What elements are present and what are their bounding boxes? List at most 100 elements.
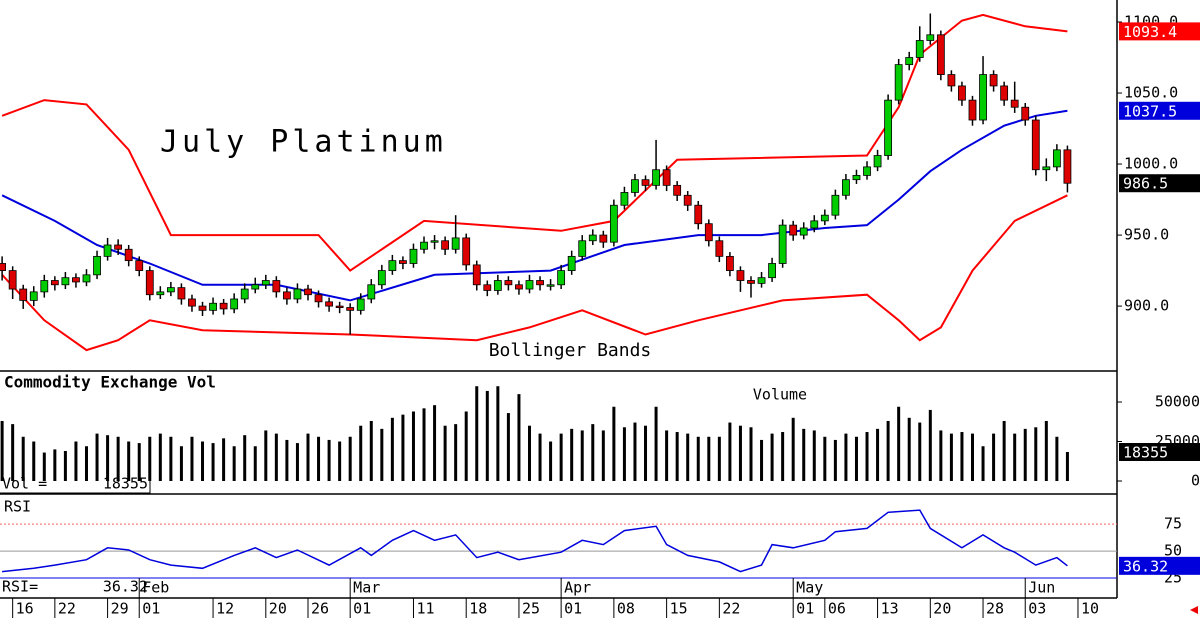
volume-bar — [274, 433, 278, 481]
volume-bar — [549, 441, 553, 481]
candle-body — [156, 291, 165, 296]
candle-body — [314, 294, 323, 303]
candle-body — [842, 179, 850, 196]
volume-bar — [264, 430, 268, 481]
candle-body — [789, 224, 798, 236]
volume-bar — [422, 408, 426, 481]
candle-body — [599, 234, 608, 243]
volume-bar — [1065, 452, 1069, 481]
candle-body — [483, 284, 492, 291]
candle-body — [747, 280, 755, 284]
candle-body — [93, 255, 101, 276]
value-box-label: 36.32 — [1123, 557, 1168, 575]
volume-bar — [907, 417, 911, 481]
candle-body — [209, 302, 217, 311]
x-tick-label: 16 — [16, 600, 34, 618]
volume-bar — [738, 425, 742, 481]
volume-bar — [95, 433, 99, 481]
volume-bar — [612, 406, 616, 481]
volume-bar — [485, 390, 489, 481]
candle-body — [536, 280, 544, 286]
volume-bar — [443, 425, 447, 481]
volume-bar — [327, 439, 331, 481]
frame — [0, 0, 1118, 599]
volume-bar — [812, 430, 816, 481]
volume-bar — [1055, 436, 1059, 481]
volume-bar — [11, 424, 15, 481]
volume-bar — [158, 433, 162, 481]
x-tick-label: 12 — [216, 600, 234, 618]
volume-bar — [918, 422, 922, 481]
volume-bar — [243, 435, 247, 481]
candle-body — [399, 260, 407, 264]
value-box-label: 986.5 — [1123, 175, 1168, 193]
candle-body — [852, 175, 861, 181]
rsi-last: 36.32 — [103, 578, 148, 596]
x-tick-label: 10 — [1081, 600, 1099, 618]
candle-body — [567, 255, 576, 271]
volume-bar — [32, 441, 36, 481]
rsi-tick-label: 75 — [1164, 515, 1182, 533]
volume-bar — [770, 433, 774, 481]
candle-body — [493, 280, 502, 291]
candle-body — [114, 244, 123, 250]
candle-body — [989, 74, 998, 87]
value-box — [1119, 22, 1200, 41]
chart-subtitle: Bollinger Bands — [489, 340, 652, 361]
candle-body — [462, 237, 471, 266]
candle-body — [662, 169, 671, 186]
x-tick-label: 03 — [1028, 600, 1046, 618]
candle-body — [1010, 99, 1019, 108]
volume-bar — [665, 430, 669, 481]
candle-body — [504, 280, 513, 286]
volume-bar — [454, 424, 458, 481]
candle-body — [546, 284, 555, 287]
volume-bar — [728, 422, 732, 481]
candle-body — [177, 287, 186, 300]
candle-body — [388, 260, 397, 271]
candle-body — [240, 288, 249, 300]
value-box — [1119, 174, 1200, 193]
month-tick-label: May — [796, 579, 823, 597]
candle-body — [29, 291, 38, 301]
volume-bar — [823, 436, 827, 481]
candle-body — [1021, 106, 1030, 121]
value-box — [1119, 101, 1200, 120]
candle-body — [135, 260, 144, 271]
volume-last: 18355 — [103, 475, 148, 493]
x-tick-label: 20 — [269, 600, 287, 618]
candle-body — [251, 284, 260, 290]
candle-body — [958, 85, 966, 101]
volume-bar — [897, 406, 901, 481]
y-tick-label: 1000.0 — [1124, 155, 1178, 173]
month-tick-label: Apr — [564, 579, 591, 597]
candle-body — [873, 155, 882, 168]
candle-body — [1052, 149, 1061, 168]
candle-body — [0, 263, 7, 271]
volume-bar — [992, 433, 996, 481]
volume-bar — [127, 441, 131, 481]
x-tick-label: 08 — [617, 600, 635, 618]
candle-body — [346, 307, 355, 311]
value-box — [1119, 443, 1200, 462]
x-tick-label: 01 — [353, 600, 371, 618]
value-box-label: 1037.5 — [1123, 102, 1177, 120]
candle-body — [441, 240, 450, 250]
candle-body — [472, 264, 481, 286]
x-tick-label: 15 — [670, 600, 688, 618]
volume-legend: Volume — [753, 386, 807, 404]
candle-body — [198, 305, 207, 311]
x-tick-label: 22 — [58, 600, 76, 618]
volume-bar — [84, 446, 88, 481]
x-tick-label: 11 — [416, 600, 434, 618]
candle-body — [409, 248, 418, 264]
candle-body — [652, 169, 660, 186]
candle-body — [588, 234, 597, 242]
volume-bar — [559, 433, 563, 481]
scroll-arrow[interactable] — [1190, 606, 1198, 614]
candle-body — [915, 40, 924, 58]
volume-bar — [886, 420, 890, 481]
candle-body — [356, 298, 365, 311]
volume-bar — [865, 432, 869, 481]
